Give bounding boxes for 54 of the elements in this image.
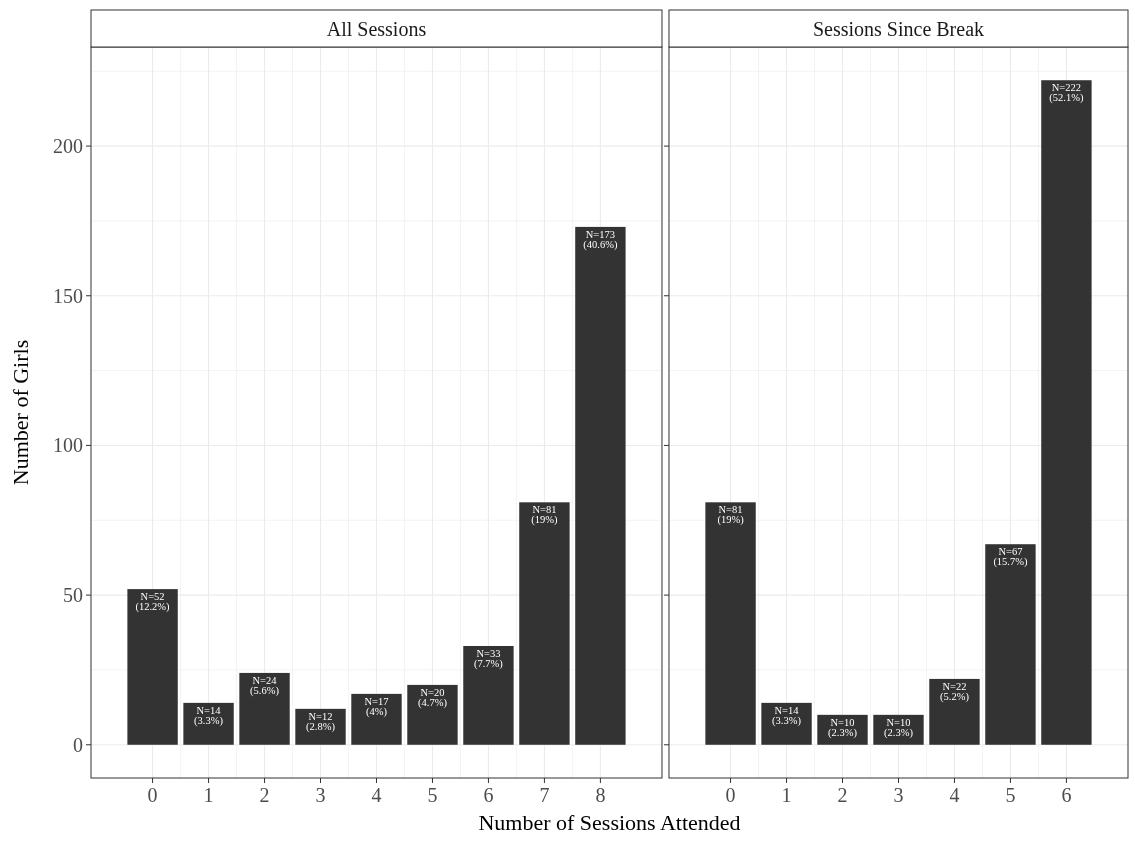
- chart-title: All Sessions: [326, 17, 427, 40]
- x-tick-label: 2: [259, 784, 270, 806]
- x-tick-label: 6: [483, 784, 494, 806]
- x-tick-label: 2: [837, 784, 848, 806]
- data-label: N=20 (4.7%): [418, 686, 448, 709]
- x-tick-label: 1: [781, 784, 792, 806]
- bar: [239, 672, 290, 745]
- data-label: N=17 (4%): [364, 695, 389, 718]
- x-tick-label: 3: [315, 784, 326, 806]
- data-label: N=67 (15.7%): [993, 546, 1028, 569]
- y-tick-label: 200: [53, 135, 83, 158]
- chart-title: Sessions Since Break: [812, 17, 985, 40]
- x-tick-label: 0: [147, 784, 158, 806]
- x-tick-label: 7: [539, 784, 550, 806]
- data-label: N=33 (7.7%): [474, 647, 504, 670]
- data-label: N=222 (52.1%): [1049, 82, 1084, 105]
- bar: [761, 702, 812, 745]
- y-tick-label: 50: [63, 584, 83, 607]
- x-tick-label: 8: [595, 784, 606, 806]
- y-axis-title: Number of Girls: [8, 339, 33, 486]
- x-tick-label: 5: [427, 784, 438, 806]
- x-tick-label: 5: [1005, 784, 1016, 806]
- data-label: N=24 (5.6%): [250, 674, 280, 697]
- bar: [127, 589, 178, 745]
- data-label: N=14 (3.3%): [772, 704, 802, 727]
- data-label: N=173 (40.6%): [583, 228, 618, 251]
- data-label: N=52 (12.2%): [135, 591, 171, 614]
- bar: [351, 693, 402, 745]
- y-tick-label: 100: [53, 434, 83, 457]
- bar: [705, 502, 756, 745]
- y-tick-label: 0: [73, 733, 83, 756]
- x-tick-label: 1: [203, 784, 214, 806]
- bar: [183, 702, 234, 745]
- bar: [929, 678, 980, 745]
- data-label: N=10 (2.3%): [884, 716, 914, 739]
- x-tick-label: 6: [1061, 784, 1072, 806]
- bar: [1041, 80, 1092, 745]
- bar: [985, 544, 1036, 745]
- x-axis-title: Number of Sessions Attended: [478, 810, 741, 835]
- y-tick-label: 150: [53, 284, 83, 307]
- x-tick-label: 4: [371, 784, 382, 806]
- data-label: N=22 (5.2%): [940, 680, 970, 703]
- x-tick-label: 4: [949, 784, 960, 806]
- x-tick-label: 0: [725, 784, 736, 806]
- bar: [407, 684, 458, 745]
- x-tick-label: 3: [893, 784, 904, 806]
- data-label: N=14 (3.3%): [194, 704, 224, 727]
- data-label: N=10 (2.3%): [828, 716, 858, 739]
- bar: [519, 502, 570, 745]
- data-label: N=81 (19%): [531, 504, 559, 527]
- data-label: N=12 (2.8%): [306, 710, 336, 733]
- bar: [463, 645, 514, 745]
- data-label: N=81 (19%): [717, 504, 745, 527]
- bar: [575, 226, 626, 745]
